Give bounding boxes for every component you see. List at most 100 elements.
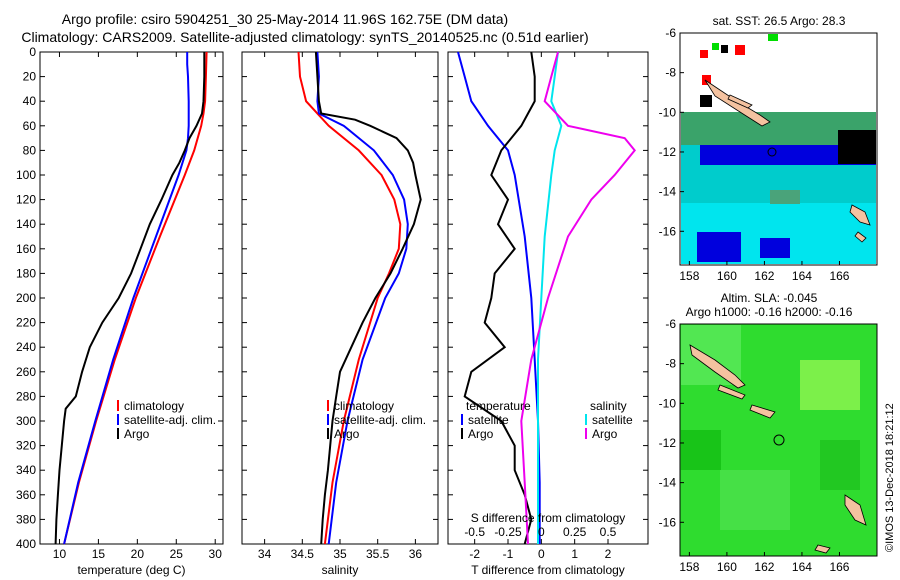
- temperature-panel: 0 20 40 60 80 100 120 140 160 180 200 220 240 260 280 3…: [16, 45, 224, 577]
- sla-map-subtitle: Argo h1000: -0.16 h2000: -0.16: [686, 305, 853, 319]
- sla-map-island-1: [689, 344, 746, 389]
- legend-label: satellite: [592, 413, 633, 427]
- y-tick-label: 320: [16, 439, 36, 453]
- salinity-panel-frame: [241, 51, 439, 545]
- series-line: [54, 52, 206, 545]
- map-y-tick-label: -12: [659, 145, 677, 159]
- map-y-tick-label: -10: [659, 396, 677, 410]
- y-tick-label: 0: [29, 45, 36, 59]
- map-y-tick-label: -16: [659, 515, 677, 529]
- sla-map-float-marker: [773, 434, 785, 446]
- watermark: ©IMOS 13-Dec-2018 18:21:12: [884, 403, 896, 552]
- series-line: [297, 51, 402, 545]
- y-tick-label: 60: [23, 119, 37, 133]
- y-tick-label: 120: [16, 193, 36, 207]
- y-tick-label: 180: [16, 266, 36, 280]
- sla-map-light-patch-2: [800, 360, 860, 410]
- sla-map-light-patch-3: [720, 470, 790, 530]
- sla-map-title: Altim. SLA: -0.045: [721, 291, 818, 305]
- map-x-tick-label: 164: [792, 560, 812, 574]
- sst-map-black-pixel-2: [700, 95, 712, 107]
- x-tick-label: 34: [258, 547, 272, 561]
- legend-label: Argo: [334, 427, 360, 441]
- x-axis-label: T difference from climatology: [471, 563, 625, 577]
- sla-map: 158 160 162 164 166 -6 -8 -10 -12 -14 -16: [659, 317, 878, 574]
- sst-map-black-patch: [838, 130, 876, 164]
- map-y-tick-label: -6: [665, 317, 676, 331]
- legend-label: Argo: [592, 427, 618, 441]
- x-axis-label: salinity: [322, 563, 359, 577]
- x-tick-label: 1: [571, 547, 578, 561]
- map-x-tick-label: 160: [717, 560, 737, 574]
- sla-map-island-3: [749, 404, 776, 419]
- legend-label: climatology: [334, 399, 394, 413]
- map-x-tick-label: 166: [829, 560, 849, 574]
- top-x-tick-label: -0.5: [464, 525, 485, 539]
- x-axis-label: temperature (deg C): [77, 563, 185, 577]
- sst-map-red-pixel-2: [735, 45, 745, 55]
- sst-map: 158 160 162 164 166 -6 -8 -10 -12 -14 -16: [659, 26, 878, 283]
- x-tick-label: 20: [131, 547, 145, 561]
- sla-map-island-4: [844, 494, 867, 526]
- sst-map-island-3: [849, 204, 871, 226]
- y-tick-label: 100: [16, 168, 36, 182]
- legend-label: satellite-adj. clim.: [334, 413, 426, 427]
- legend-label: satellite-adj. clim.: [124, 413, 216, 427]
- map-x-tick-label: 162: [754, 560, 774, 574]
- y-tick-label: 300: [16, 414, 36, 428]
- sst-map-float-marker: [767, 147, 777, 157]
- sla-map-island-2: [717, 384, 746, 400]
- top-x-tick-label: -0.25: [494, 525, 522, 539]
- x-tick-label: 35: [333, 547, 347, 561]
- top-x-axis-label: S difference from climatology: [471, 511, 626, 525]
- y-tick-label: 140: [16, 217, 36, 231]
- x-tick-label: 36: [409, 547, 423, 561]
- legend-label: satellite: [468, 413, 509, 427]
- y-tick-label: 20: [23, 70, 37, 84]
- legend-label: salinity: [590, 399, 627, 413]
- sst-map-island-2: [727, 94, 753, 109]
- x-tick-label: 0: [538, 547, 545, 561]
- y-tick-label: 360: [16, 488, 36, 502]
- map-x-tick-label: 162: [754, 269, 774, 283]
- y-tick-label: 40: [23, 94, 37, 108]
- legend-label: temperature: [466, 399, 531, 413]
- sst-map-red-pixel-1: [700, 50, 708, 58]
- map-x-tick-label: 166: [829, 269, 849, 283]
- y-tick-label: 340: [16, 463, 36, 477]
- y-tick-label: 200: [16, 291, 36, 305]
- map-y-tick-label: -14: [659, 476, 677, 490]
- title-line2: Climatology: CARS2009. Satellite-adjuste…: [21, 29, 588, 45]
- map-y-tick-label: -12: [659, 436, 677, 450]
- x-tick-label: 10: [53, 547, 67, 561]
- y-tick-label: 80: [23, 143, 37, 157]
- sst-map-green-pixel-2: [768, 34, 778, 41]
- x-tick-label: 15: [92, 547, 106, 561]
- x-tick-label: 35.5: [366, 547, 390, 561]
- series-line: [463, 51, 536, 545]
- series-line: [537, 51, 563, 544]
- series-line: [520, 51, 636, 545]
- top-x-tick-label: 0: [538, 525, 545, 539]
- sst-map-green-patch: [770, 190, 800, 204]
- sst-map-red-pixel-3: [702, 75, 711, 85]
- x-tick-label: 2: [605, 547, 612, 561]
- y-tick-label: 260: [16, 365, 36, 379]
- salinity-panel: 34 34.5 35 35.5 36 salinity climatologysatelli…: [241, 51, 439, 577]
- map-y-tick-label: -8: [665, 66, 676, 80]
- title-line1: Argo profile: csiro 5904251_30 25-May-20…: [62, 11, 508, 27]
- top-x-tick-label: 0.25: [563, 525, 587, 539]
- sst-map-green-pixel: [712, 43, 719, 50]
- y-tick-label: 220: [16, 316, 36, 330]
- series-line: [457, 51, 541, 544]
- x-tick-label: 25: [170, 547, 184, 561]
- difference-panel: -2 -1 0 1 2 T difference from climatology temp…: [447, 51, 649, 577]
- x-tick-label: -2: [469, 547, 480, 561]
- y-tick-label: 280: [16, 389, 36, 403]
- sst-map-title: sat. SST: 26.5 Argo: 28.3: [713, 14, 846, 28]
- map-y-tick-label: -8: [665, 357, 676, 371]
- map-x-tick-label: 164: [792, 269, 812, 283]
- map-x-tick-label: 158: [679, 560, 699, 574]
- sst-map-island-4: [854, 231, 867, 243]
